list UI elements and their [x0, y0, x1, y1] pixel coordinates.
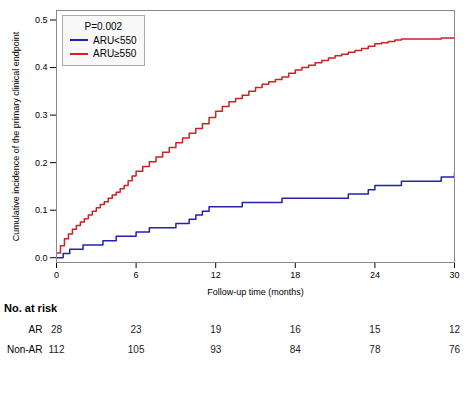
html-text:P=0.002: P=0.002 [84, 21, 123, 32]
svg-text:Cumulative incidence of the pr: Cumulative incidence of the primary clin… [11, 31, 21, 241]
svg-text:0.3: 0.3 [35, 110, 48, 120]
svg-text:0: 0 [54, 270, 59, 280]
html-text:ARU<550: ARU<550 [93, 34, 137, 46]
svg-text:18: 18 [290, 270, 300, 280]
svg-text:105: 105 [128, 344, 145, 355]
svg-text:0.1: 0.1 [35, 205, 48, 215]
svg-text:19: 19 [210, 324, 222, 335]
svg-text:Non-AR: Non-AR [7, 344, 43, 355]
svg-text:16: 16 [290, 324, 302, 335]
html-text:No. at risk: No. at risk [4, 302, 58, 314]
svg-text:6: 6 [134, 270, 139, 280]
svg-text:12: 12 [211, 270, 221, 280]
svg-text:76: 76 [449, 344, 461, 355]
svg-text:112: 112 [49, 344, 65, 355]
svg-text:15: 15 [369, 324, 381, 335]
svg-text:28: 28 [51, 324, 63, 335]
svg-text:Follow-up time (months): Follow-up time (months) [207, 287, 304, 297]
svg-text:0.4: 0.4 [35, 62, 48, 72]
svg-text:0.0: 0.0 [35, 253, 48, 263]
svg-text:0.2: 0.2 [35, 158, 48, 168]
svg-text:AR: AR [29, 324, 43, 335]
svg-text:84: 84 [290, 344, 302, 355]
svg-text:0.5: 0.5 [35, 15, 48, 25]
svg-text:24: 24 [370, 270, 380, 280]
svg-text:12: 12 [449, 324, 461, 335]
svg-text:78: 78 [369, 344, 381, 355]
html-text:ARU≥550: ARU≥550 [93, 48, 137, 59]
svg-text:30: 30 [449, 270, 459, 280]
svg-text:23: 23 [131, 324, 143, 335]
svg-text:93: 93 [210, 344, 222, 355]
